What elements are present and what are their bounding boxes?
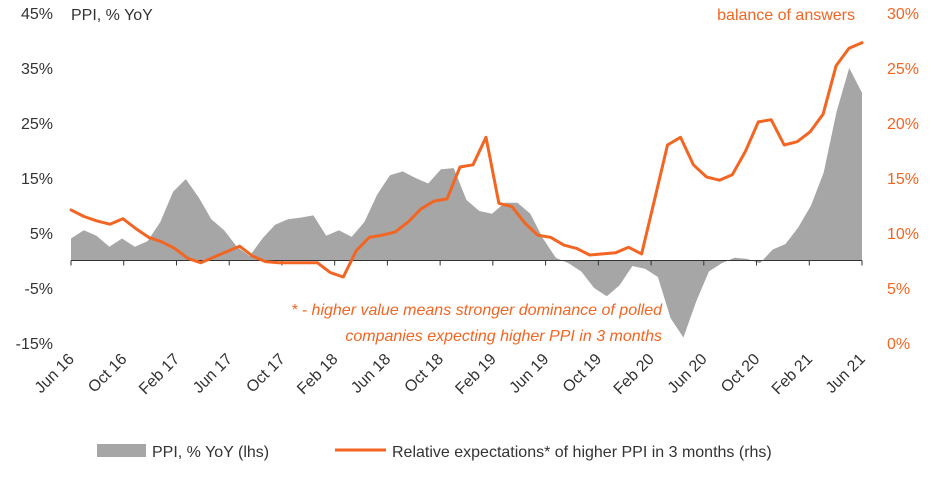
left-tick-label: 25% bbox=[21, 116, 53, 133]
left-tick-label: 45% bbox=[21, 6, 53, 23]
x-axis-labels: Jun 16 Oct 16 Feb 17 Jun 17 Oct 17 Feb 18 Jun … bbox=[32, 351, 869, 398]
x-tick-label: Feb 17 bbox=[136, 351, 183, 398]
x-tick-label: Feb 18 bbox=[294, 351, 341, 398]
right-axis-ticks: 30% 25% 20% 15% 10% 5% 0% bbox=[887, 6, 919, 353]
legend-label-expectations: Relative expectations* of higher PPI in … bbox=[392, 444, 772, 461]
expectations-line-series bbox=[69, 41, 864, 279]
plot-area bbox=[69, 41, 864, 338]
x-tick-label: Feb 21 bbox=[769, 351, 816, 398]
left-tick-label: 5% bbox=[30, 226, 53, 243]
legend: PPI, % YoY (lhs) Relative expectations* … bbox=[97, 444, 772, 461]
ppi-area-series bbox=[71, 68, 862, 338]
x-tick-label: Oct 19 bbox=[560, 351, 605, 396]
x-tick-label: Oct 16 bbox=[85, 351, 130, 396]
right-tick-label: 5% bbox=[887, 281, 910, 298]
x-tick-label: Jun 18 bbox=[348, 351, 394, 397]
x-tick-label: Oct 18 bbox=[402, 351, 447, 396]
right-axis-title: balance of answers bbox=[717, 7, 855, 24]
annotation-line-1: * - higher value means stronger dominanc… bbox=[291, 302, 663, 319]
x-tick-label: Feb 19 bbox=[452, 351, 499, 398]
right-tick-label: 20% bbox=[887, 116, 919, 133]
left-tick-label: 15% bbox=[21, 171, 53, 188]
right-tick-label: 30% bbox=[887, 6, 919, 23]
right-tick-label: 10% bbox=[887, 226, 919, 243]
legend-swatch-ppi bbox=[97, 444, 146, 457]
x-tick-label: Oct 17 bbox=[243, 351, 288, 396]
x-tick-label: Jun 17 bbox=[190, 351, 236, 397]
left-axis-title: PPI, % YoY bbox=[71, 7, 153, 24]
annotation-line-2: companies expecting higher PPI in 3 mont… bbox=[345, 328, 662, 345]
x-tick-label: Feb 20 bbox=[611, 351, 658, 398]
x-tick-label: Jun 21 bbox=[823, 351, 869, 397]
x-tick-label: Jun 16 bbox=[32, 351, 78, 397]
left-tick-label: 35% bbox=[21, 61, 53, 78]
right-tick-label: 15% bbox=[887, 171, 919, 188]
right-tick-label: 25% bbox=[887, 61, 919, 78]
x-tick-label: Oct 20 bbox=[718, 351, 763, 396]
left-tick-label: -5% bbox=[25, 281, 53, 298]
left-tick-label: -15% bbox=[16, 336, 53, 353]
x-tick-label: Jun 20 bbox=[665, 351, 711, 397]
x-axis-tick-marks bbox=[70, 260, 863, 266]
x-tick-label: Jun 19 bbox=[506, 351, 552, 397]
right-tick-label: 0% bbox=[887, 336, 910, 353]
left-axis-ticks: 45% 35% 25% 15% 5% -5% -15% bbox=[16, 6, 53, 353]
legend-label-ppi: PPI, % YoY (lhs) bbox=[152, 444, 269, 461]
